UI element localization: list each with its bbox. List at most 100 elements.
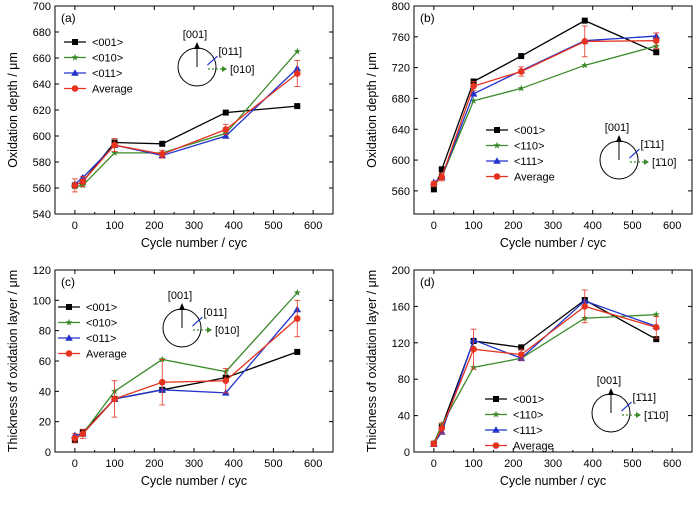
panel-label: (a) (61, 11, 76, 25)
data-point (71, 435, 79, 442)
y-tick-label: 40 (39, 386, 51, 398)
series-line (74, 292, 298, 439)
y-axis-title: Oxidation depth / μm (365, 52, 379, 168)
orientation-inset: [001] [011] [010] (162, 290, 239, 348)
inset-up-label: [001] (605, 122, 629, 134)
x-tick-label: 200 (504, 458, 522, 470)
x-tick-label: 500 (623, 220, 641, 232)
inset-right-arrowhead (207, 327, 212, 333)
legend-marker (494, 127, 500, 133)
orientation-inset: [001] [1̄11] [1̄10] (599, 122, 676, 180)
legend: <001> <010> <011> Average (58, 302, 127, 361)
data-point (581, 17, 588, 24)
x-tick-label: 200 (145, 220, 163, 232)
data-point (438, 425, 446, 432)
x-tick-label: 0 (72, 220, 78, 232)
series-line (433, 299, 657, 445)
data-point (438, 173, 446, 181)
series-line (433, 300, 657, 445)
inset-up-label: [001] (183, 29, 207, 41)
inset-diag-arrow (192, 316, 203, 327)
orientation-inset: [001] [1̄11] [1̄10] (591, 375, 668, 433)
series-1 (430, 42, 660, 188)
series-0 (430, 17, 660, 193)
data-point (652, 310, 660, 318)
data-point (652, 324, 660, 331)
y-tick-label: 560 (392, 186, 410, 198)
data-point (438, 166, 445, 173)
data-point (470, 345, 477, 353)
data-point (71, 182, 79, 189)
x-tick-label: 0 (431, 220, 437, 232)
series-line (433, 313, 657, 444)
x-tick-label: 500 (264, 458, 282, 470)
data-point (517, 351, 525, 358)
x-axis-title: Cycle number / cyc (141, 236, 247, 250)
inset-right-label: [010] (230, 64, 254, 76)
inset-right-label: [1̄10] (652, 157, 676, 169)
series-line (433, 305, 657, 445)
x-tick-label: 100 (464, 220, 482, 232)
x-tick-label: 300 (185, 220, 203, 232)
series-line (433, 19, 657, 190)
y-tick-label: 200 (392, 265, 410, 277)
legend-marker (493, 141, 501, 149)
data-point (518, 344, 525, 351)
data-point (581, 303, 589, 310)
legend-marker (71, 69, 79, 76)
y-tick-label: 720 (392, 63, 410, 75)
data-point (518, 53, 525, 60)
data-point (293, 47, 301, 55)
legend-marker (492, 442, 500, 449)
inset-diag-label: [1̄11] (632, 392, 656, 404)
series-line (433, 40, 657, 185)
x-tick-label: 500 (623, 458, 641, 470)
legend-marker (493, 173, 501, 180)
legend-label: <110> (513, 410, 543, 422)
inset-diag-label: [011] (203, 307, 227, 319)
data-point (294, 348, 301, 355)
panel-3: 0 100 200 300 400 500 600 0 40 80 120 160 200 (d) Cycl… (365, 265, 693, 488)
y-tick-label: 640 (392, 124, 410, 136)
data-point (653, 49, 660, 56)
x-tick-label: 500 (264, 220, 282, 232)
legend-label: <010> (92, 53, 123, 65)
legend-label: Average (86, 349, 127, 361)
panel-label: (d) (420, 275, 435, 289)
x-tick-label: 200 (504, 220, 522, 232)
data-point (222, 126, 230, 133)
legend-label: <001> (92, 37, 123, 49)
panel-label: (c) (61, 275, 75, 289)
x-tick-label: 100 (464, 458, 482, 470)
series-3 (71, 299, 301, 444)
y-tick-label: 40 (398, 411, 410, 423)
data-point (430, 180, 438, 188)
series-2 (430, 32, 661, 186)
data-point (79, 430, 87, 438)
series-line (74, 351, 298, 441)
panel-label: (b) (420, 11, 435, 25)
x-tick-label: 400 (584, 458, 602, 470)
y-tick-label: 680 (392, 93, 410, 105)
x-axis-title: Cycle number / cyc (500, 236, 606, 250)
x-tick-label: 100 (105, 458, 123, 470)
x-tick-label: 300 (544, 458, 562, 470)
data-point (158, 150, 166, 158)
y-tick-label: 600 (392, 155, 410, 167)
data-point (158, 378, 166, 386)
legend-marker (65, 318, 73, 326)
legend-label: <111> (514, 156, 544, 168)
y-tick-label: 120 (392, 338, 410, 350)
legend-marker (493, 396, 499, 402)
data-point (79, 178, 87, 185)
inset-diag-arrow (621, 401, 632, 412)
y-axis-title: Thickness of oxidation layer / μm (365, 270, 379, 452)
data-point (110, 149, 119, 156)
y-tick-label: 120 (33, 265, 51, 277)
orientation-inset: [001] [011] [010] (177, 29, 254, 87)
inset-right-label: [1̄10] (644, 410, 668, 422)
x-tick-label: 400 (225, 220, 243, 232)
series-3 (430, 25, 660, 188)
inset-up-arrowhead (608, 388, 614, 395)
